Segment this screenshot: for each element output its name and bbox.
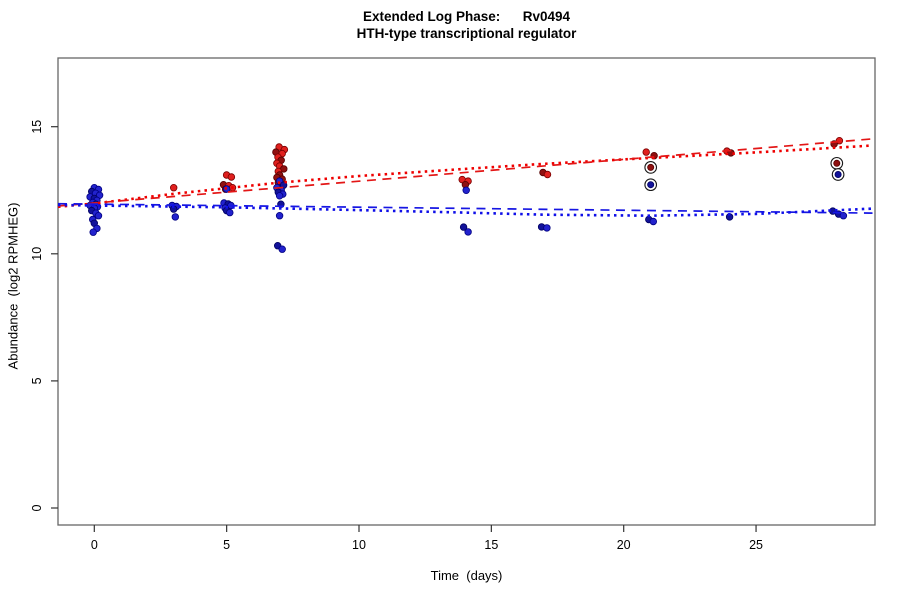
data-point-blue: [464, 228, 472, 236]
data-point-red: [227, 173, 236, 181]
plot-border: [57, 57, 876, 526]
data-point-blue: [459, 223, 468, 231]
trend-line-red-linear-fit: [57, 138, 873, 207]
data-point-blue: [278, 245, 286, 253]
x-axis-label: Time (days): [430, 568, 503, 583]
data-point-blue: [89, 228, 97, 236]
circled-point-red: [647, 163, 655, 171]
data-point-blue: [649, 217, 657, 226]
trend-line-blue-linear-fit: [57, 202, 873, 214]
data-point-red: [543, 170, 552, 179]
y-tick-label: 10: [30, 247, 44, 261]
circled-point-red: [833, 159, 841, 167]
y-tick-label: 15: [30, 120, 44, 134]
x-tick-label: 15: [484, 538, 498, 552]
data-point-red: [169, 183, 178, 192]
data-point-blue: [171, 213, 179, 221]
data-point-blue: [226, 208, 234, 217]
x-tick-label: 10: [352, 538, 366, 552]
circled-point-blue: [834, 170, 842, 178]
circled-point-blue: [647, 181, 655, 189]
data-point-blue: [462, 186, 470, 194]
data-point-blue: [275, 211, 284, 220]
x-tick-label: 0: [91, 538, 98, 552]
trend-line-blue-loess-fit: [57, 203, 873, 218]
data-point-blue: [839, 211, 848, 220]
x-tick-label: 20: [617, 538, 631, 552]
y-tick-label: 0: [30, 504, 44, 511]
x-tick-label: 25: [749, 538, 763, 552]
data-point-blue: [94, 211, 103, 220]
chart-subtitle: HTH-type transcriptional regulator: [356, 26, 577, 41]
data-point-blue: [543, 224, 551, 232]
chart-title: Extended Log Phase: Rv0494: [362, 9, 571, 24]
data-point-blue: [275, 192, 284, 200]
data-point-red: [642, 148, 650, 156]
x-tick-label: 5: [223, 538, 230, 552]
trend-line-red-loess-fit: [57, 144, 873, 209]
y-tick-label: 5: [30, 377, 44, 384]
